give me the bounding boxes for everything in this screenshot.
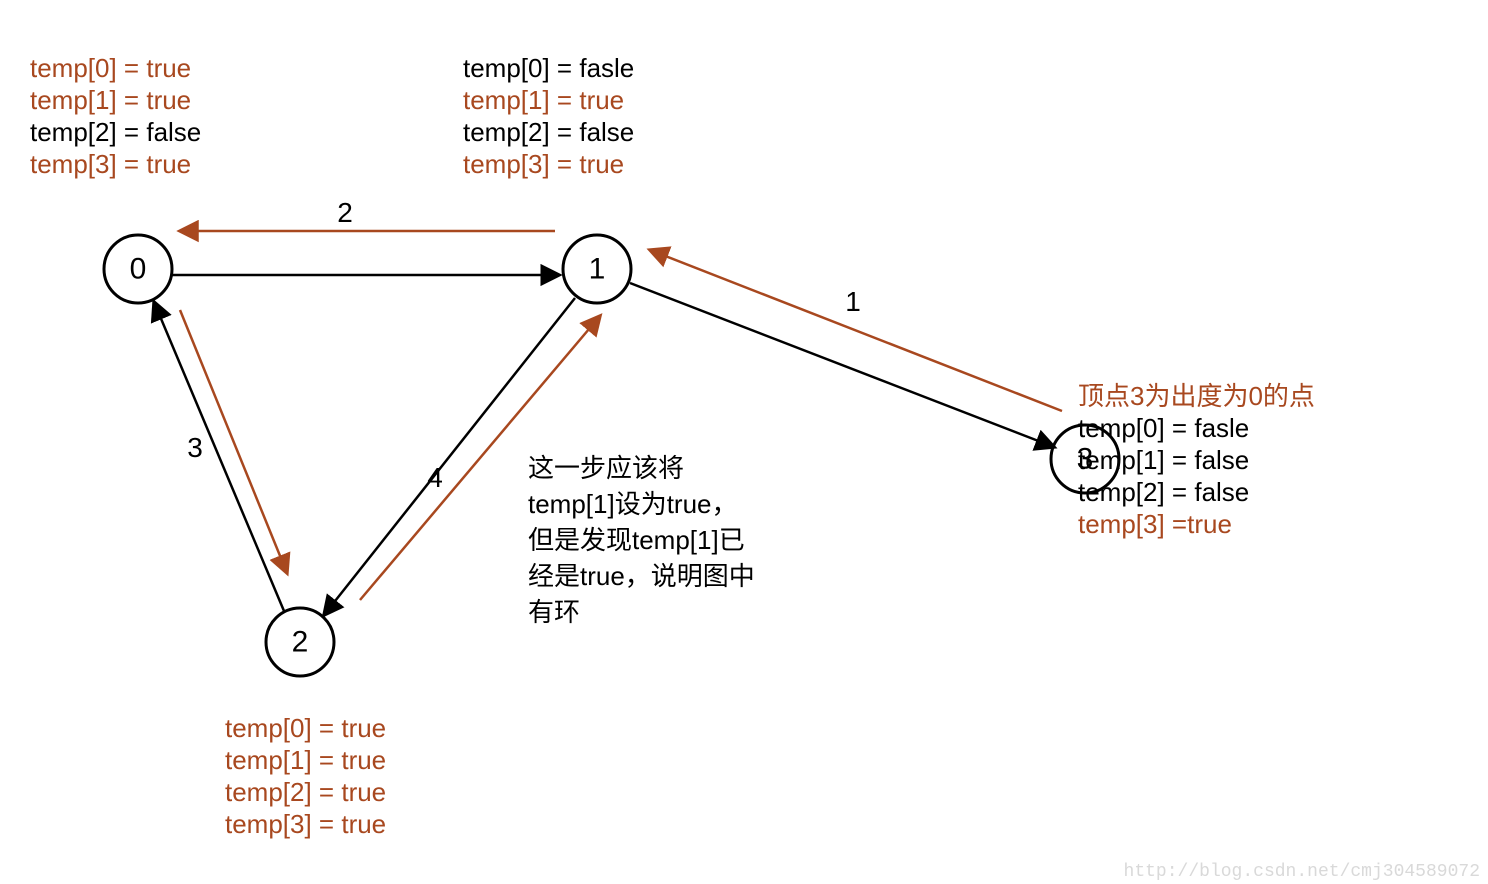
temp-line: temp[0] = fasle	[463, 53, 634, 83]
temp-block-title-node3: 顶点3为出度为0的点	[1078, 381, 1315, 411]
temp-line: temp[2] = true	[225, 777, 386, 807]
node-label-2: 2	[292, 626, 309, 659]
temp-line: temp[0] = true	[30, 53, 191, 83]
edge-label-0-2: 3	[187, 432, 203, 463]
node-1: 1	[563, 235, 631, 303]
temp-line: temp[3] = true	[30, 149, 191, 179]
temp-line: temp[1] = true	[30, 85, 191, 115]
node-label-1: 1	[589, 253, 606, 286]
center-note-line: 有环	[528, 597, 580, 627]
temp-line: temp[2] = false	[463, 117, 634, 147]
graph-diagram: 2134 0123 temp[0] = truetemp[1] = truete…	[0, 0, 1488, 884]
temp-block-node1: temp[0] = fasletemp[1] = truetemp[2] = f…	[463, 53, 634, 179]
watermark-text: http://blog.csdn.net/cmj304589072	[1124, 862, 1480, 882]
temp-block-node2: temp[0] = truetemp[1] = truetemp[2] = tr…	[225, 713, 386, 839]
center-note-line: 经是true，说明图中	[528, 561, 755, 591]
temp-line: temp[0] = fasle	[1078, 413, 1249, 443]
temp-line: temp[2] = false	[30, 117, 201, 147]
temp-line: temp[3] = true	[225, 809, 386, 839]
temp-line: temp[3] =true	[1078, 509, 1232, 539]
edge-label-1-0: 2	[337, 197, 353, 228]
center-note-line: temp[1]设为true，	[528, 489, 738, 519]
temp-line: temp[0] = true	[225, 713, 386, 743]
edge-label-3-1: 1	[845, 286, 861, 317]
node-label-0: 0	[130, 253, 147, 286]
temp-block-node0: temp[0] = truetemp[1] = truetemp[2] = fa…	[30, 53, 201, 179]
temp-line: temp[2] = false	[1078, 477, 1249, 507]
temp-line: temp[3] = true	[463, 149, 624, 179]
node-0: 0	[104, 235, 172, 303]
temp-line: temp[1] = true	[463, 85, 624, 115]
edge-2-0	[154, 302, 284, 611]
temp-line: temp[1] = true	[225, 745, 386, 775]
edge-label-2-1: 4	[427, 462, 443, 493]
temp-annotations: temp[0] = truetemp[1] = truetemp[2] = fa…	[30, 53, 1315, 839]
edge-1-3	[630, 283, 1054, 447]
node-2: 2	[266, 608, 334, 676]
temp-block-node3: 顶点3为出度为0的点temp[0] = fasletemp[1] = false…	[1078, 381, 1315, 539]
center-note: 这一步应该将 temp[1]设为true， 但是发现temp[1]已经是true，说…	[528, 453, 755, 627]
temp-line: temp[1] = false	[1078, 445, 1249, 475]
center-note-line: 这一步应该将	[528, 453, 684, 483]
center-note-line: 但是发现temp[1]已	[528, 525, 745, 555]
edge-brown-3-1	[650, 250, 1062, 411]
